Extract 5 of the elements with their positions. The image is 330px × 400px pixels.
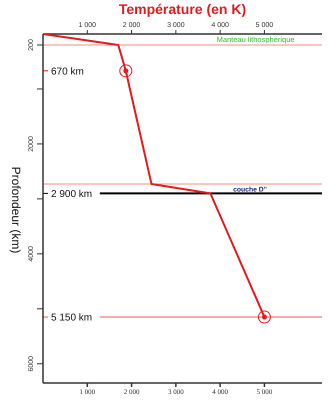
- annotation: 670 km: [51, 66, 84, 78]
- ref-line-label: 5 150 km: [51, 312, 92, 324]
- ref-line-label: 2 900 km: [51, 188, 92, 200]
- y-axis-title: Profondeur (km): [9, 166, 23, 254]
- x2-axis-title: Température (en K): [118, 1, 246, 17]
